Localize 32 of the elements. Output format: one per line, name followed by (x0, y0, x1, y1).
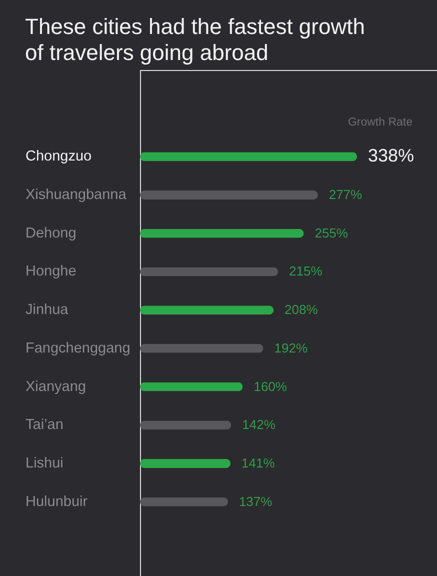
chart-title: These cities had the fastest growth of travelers going abroad (25, 14, 365, 65)
bar (140, 420, 232, 430)
bar (140, 152, 357, 162)
data-label: 141% (242, 455, 276, 470)
data-label: 277% (328, 187, 363, 202)
data-label: 338% (368, 146, 414, 166)
y-tick-label: Hulunbuir (26, 494, 88, 510)
y-tick-label: Fangchenggang (26, 340, 130, 356)
data-label: 215% (289, 264, 323, 279)
y-tick-label: Tai’an (26, 417, 64, 434)
y-tick-label: Honghe (26, 264, 76, 280)
bar (140, 228, 304, 238)
data-label: 192% (274, 340, 308, 356)
y-tick-label: Jinhua (26, 302, 70, 318)
bar (140, 344, 264, 353)
bar (140, 497, 228, 506)
data-label: 255% (314, 225, 348, 240)
data-label: 160% (254, 378, 288, 394)
data-label: 137% (238, 494, 273, 509)
bar (140, 458, 231, 468)
y-tick-label: Chongzuo (26, 148, 92, 165)
data-label: 142% (242, 417, 276, 432)
y-tick-label: Lishui (26, 455, 64, 472)
bar (140, 267, 278, 276)
y-tick-label: Dehong (26, 225, 76, 242)
data-label: 208% (284, 302, 318, 318)
bar (140, 190, 318, 200)
bar (140, 382, 243, 392)
bar (140, 306, 274, 315)
y-tick-label: Xishuangbanna (26, 187, 128, 204)
x-axis-title: Growth Rate (348, 116, 412, 128)
y-tick-label: Xianyang (26, 378, 86, 395)
